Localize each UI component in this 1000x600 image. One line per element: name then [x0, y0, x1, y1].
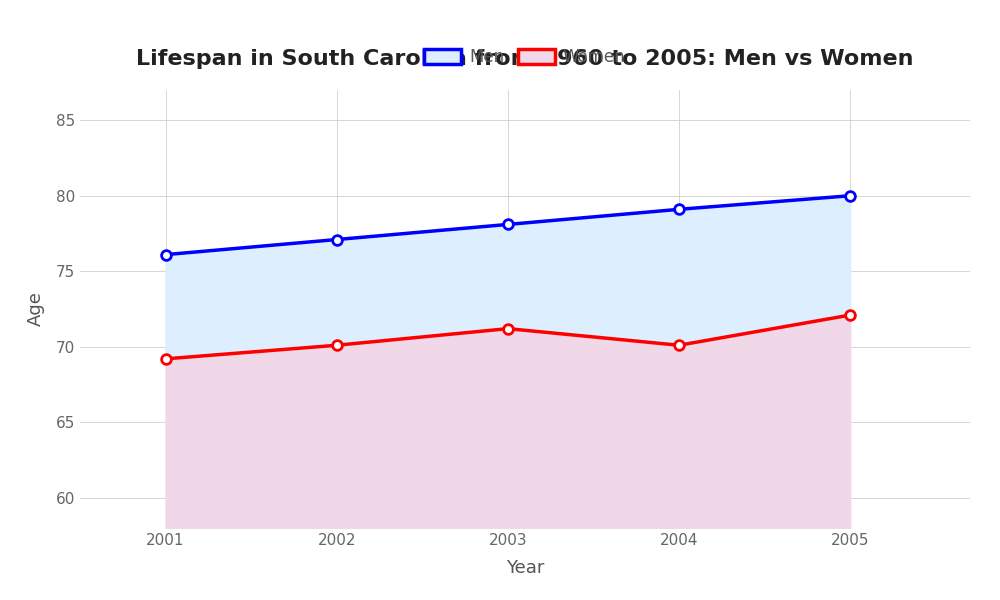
X-axis label: Year: Year [506, 559, 544, 577]
Legend: Men, Women: Men, Women [418, 41, 632, 73]
Title: Lifespan in South Carolina from 1960 to 2005: Men vs Women: Lifespan in South Carolina from 1960 to … [136, 49, 914, 69]
Y-axis label: Age: Age [27, 292, 45, 326]
